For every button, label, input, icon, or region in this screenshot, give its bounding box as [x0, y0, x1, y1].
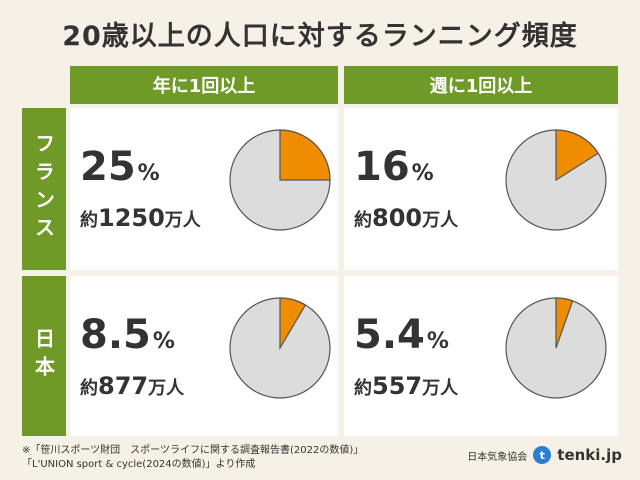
people-suffix: 万人: [164, 210, 201, 231]
pie-chart: [229, 297, 331, 399]
people-count: 約877万人: [80, 372, 184, 400]
pie-slice-value: [555, 129, 600, 182]
pie-slice-value: [555, 297, 574, 349]
panel-japan-weekly: 5.4% 約557万人: [344, 276, 618, 436]
column-header-weekly: 週に1回以上: [344, 66, 618, 104]
percent-number: 16: [354, 144, 410, 190]
percent-unit: %: [152, 329, 175, 354]
tenki-logo-icon: t: [533, 446, 552, 464]
percent-unit: %: [411, 161, 434, 186]
panel-france-yearly: 25% 約1250万人: [70, 108, 338, 270]
pie-chart: [229, 129, 331, 231]
percent-number: 8.5: [80, 312, 151, 358]
footnote-line: 「L'UNION sport & cycle(2024の数値)」より作成: [22, 459, 256, 470]
people-prefix: 約: [80, 378, 98, 399]
people-number: 557: [372, 372, 423, 400]
people-count: 約557万人: [354, 372, 458, 400]
people-suffix: 万人: [422, 378, 459, 399]
percent-unit: %: [426, 329, 449, 354]
people-prefix: 約: [354, 210, 372, 231]
credit: 日本気象協会 t tenki.jp: [467, 446, 622, 464]
people-suffix: 万人: [148, 378, 185, 399]
footnote-line: ※「笹川スポーツ財団 スポーツライフに関する調査報告書(2022の数値)」: [22, 445, 364, 456]
page-title: 20歳以上の人口に対するランニング頻度: [62, 21, 578, 52]
percent-number: 5.4: [354, 312, 425, 358]
pie-chart: [505, 129, 607, 231]
credit-brand: tenki.jp: [557, 446, 622, 464]
people-count: 約1250万人: [80, 204, 201, 232]
pie-slice-value: [279, 129, 331, 181]
percent-value: 16%: [354, 144, 434, 190]
column-header-yearly: 年に1回以上: [70, 66, 338, 104]
percent-value: 25%: [80, 144, 160, 190]
people-number: 800: [372, 204, 423, 232]
people-prefix: 約: [80, 210, 98, 231]
people-count: 約800万人: [354, 204, 458, 232]
pie-chart: [505, 297, 607, 399]
source-footnote: ※「笹川スポーツ財団 スポーツライフに関する調査報告書(2022の数値)」 「L…: [22, 444, 363, 472]
panel-japan-yearly: 8.5% 約877万人: [70, 276, 338, 436]
percent-value: 8.5%: [80, 312, 175, 358]
pie-slice-value: [279, 297, 307, 351]
percent-value: 5.4%: [354, 312, 449, 358]
percent-number: 25: [80, 144, 136, 190]
people-suffix: 万人: [422, 210, 459, 231]
panel-france-weekly: 16% 約800万人: [344, 108, 618, 270]
people-prefix: 約: [354, 378, 372, 399]
people-number: 1250: [98, 204, 165, 232]
people-number: 877: [98, 372, 149, 400]
percent-unit: %: [137, 161, 160, 186]
credit-org: 日本気象協会: [467, 451, 528, 463]
row-header-japan: 日本: [22, 276, 66, 436]
row-header-france: フランス: [22, 108, 66, 270]
